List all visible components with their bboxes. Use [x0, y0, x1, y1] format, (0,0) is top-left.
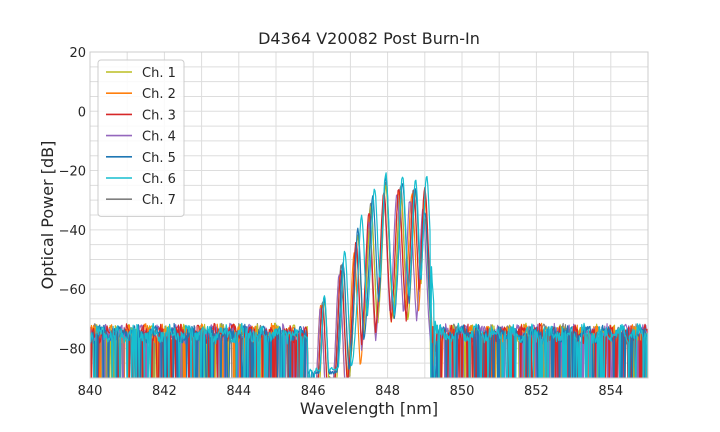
x-tick-label: 850 [450, 384, 475, 399]
y-tick-label: 20 [69, 46, 86, 61]
y-tick-label: −20 [59, 165, 86, 180]
x-tick-label: 840 [78, 384, 103, 399]
y-tick-label: −80 [59, 342, 86, 357]
y-tick-label: −60 [59, 283, 86, 298]
x-axis-label: Wavelength [nm] [300, 399, 438, 418]
legend: Ch. 1 Ch. 2 Ch. 3 Ch. 4 Ch. 5 Ch. 6 Ch. 7 [97, 59, 185, 217]
legend-label: Ch. 4 [142, 130, 176, 145]
y-tick-labels: 20 0 −20 −40 −60 −80 [59, 46, 86, 357]
x-tick-label: 854 [598, 384, 623, 399]
legend-label: Ch. 2 [142, 87, 176, 102]
plot-frame [89, 51, 649, 379]
x-tick-label: 848 [375, 384, 400, 399]
y-tick-label: 0 [78, 105, 86, 120]
x-tick-labels: 840 842 844 846 848 850 852 854 [78, 384, 624, 399]
legend-label: Ch. 1 [142, 66, 176, 81]
series-line-ch-6 [90, 172, 648, 378]
legend-label: Ch. 6 [142, 172, 176, 187]
series-group [90, 172, 648, 378]
legend-label: Ch. 3 [142, 108, 176, 123]
legend-label: Ch. 7 [142, 193, 176, 208]
x-tick-label: 846 [301, 384, 326, 399]
y-axis-label: Optical Power [dB] [38, 141, 57, 290]
legend-label: Ch. 5 [142, 151, 176, 166]
y-tick-label: −40 [59, 224, 86, 239]
x-tick-label: 844 [226, 384, 251, 399]
x-tick-label: 852 [524, 384, 549, 399]
chart-title: D4364 V20082 Post Burn-In [258, 29, 480, 48]
series-line-ch-5 [90, 177, 648, 378]
x-tick-label: 842 [152, 384, 177, 399]
